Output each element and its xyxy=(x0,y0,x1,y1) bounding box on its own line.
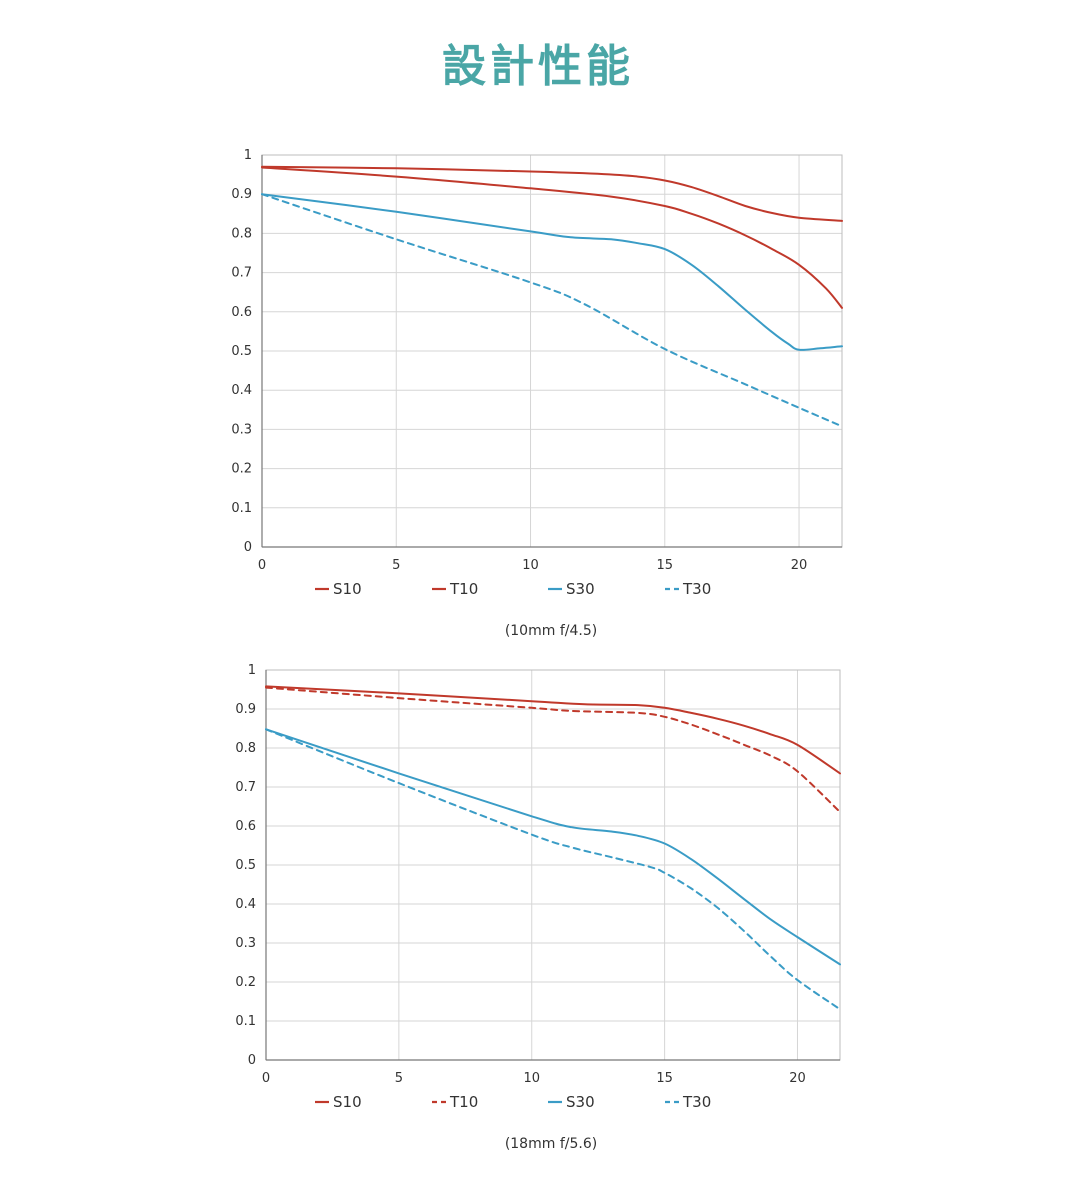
series-line-t30 xyxy=(265,728,841,1011)
x-tick-label: 20 xyxy=(791,558,808,573)
legend-label-s10: S10 xyxy=(333,580,362,598)
x-tick-label: 15 xyxy=(656,1071,673,1086)
y-tick-label: 0.1 xyxy=(231,501,252,516)
y-tick-label: 0 xyxy=(248,1053,256,1068)
chart-caption: (10mm f/4.5) xyxy=(505,623,597,639)
series-line-s10 xyxy=(265,685,841,775)
y-tick-label: 0.3 xyxy=(235,936,256,951)
y-tick-label: 1 xyxy=(244,148,252,163)
y-tick-label: 0.5 xyxy=(235,858,256,873)
x-tick-label: 0 xyxy=(262,1071,270,1086)
legend-label-t30: T30 xyxy=(682,580,711,598)
series-line-s30 xyxy=(261,193,843,351)
y-tick-label: 0.4 xyxy=(235,897,256,912)
x-tick-label: 5 xyxy=(392,558,400,573)
y-tick-label: 0.8 xyxy=(235,741,256,756)
chart-caption: (18mm f/5.6) xyxy=(505,1136,597,1152)
y-tick-label: 0.9 xyxy=(235,702,256,717)
series-line-t10 xyxy=(265,686,841,813)
chart-svg-10mm: 00.10.20.30.40.50.60.70.80.910 5 10 15 20S10… xyxy=(231,148,843,639)
y-tick-label: 0.3 xyxy=(231,422,252,437)
y-tick-label: 0.6 xyxy=(231,305,252,320)
y-tick-label: 0 xyxy=(244,540,252,555)
y-tick-label: 0.7 xyxy=(235,780,256,795)
y-tick-label: 0.1 xyxy=(235,1014,256,1029)
legend-label-t10: T10 xyxy=(449,1093,478,1111)
y-tick-label: 1 xyxy=(248,663,256,678)
series-line-t30 xyxy=(261,193,843,428)
legend-label-s10: S10 xyxy=(333,1093,362,1111)
legend-label-t30: T30 xyxy=(682,1093,711,1111)
x-tick-label: 0 xyxy=(258,558,266,573)
legend-label-t10: T10 xyxy=(449,580,478,598)
series-line-s10 xyxy=(261,165,843,222)
x-tick-label: 15 xyxy=(657,558,674,573)
page-title: 設計性能 xyxy=(442,41,634,92)
legend-label-s30: S30 xyxy=(566,1093,595,1111)
y-tick-label: 0.6 xyxy=(235,819,256,834)
x-tick-label: 10 xyxy=(522,558,539,573)
y-tick-label: 0.7 xyxy=(231,266,252,281)
mtf-chart-10mm: 0 0.1 0.2 0.3 0.4 0.5 0.6 0.7 0.8 0.9 1 0 5 10 15 20 S10… xyxy=(0,140,1076,640)
y-tick-label: 0.8 xyxy=(231,226,252,241)
legend-label-s30: S30 xyxy=(566,580,595,598)
y-tick-label: 0.5 xyxy=(231,344,252,359)
y-tick-label: 0.2 xyxy=(235,975,256,990)
chart-svg-18mm: 00.10.20.30.40.50.60.70.80.910 5 10 15 20S10… xyxy=(235,663,841,1152)
mtf-chart-18mm: 0 0.1 0.2 0.3 0.4 0.5 0.6 0.7 0.8 0.9 1 0 5 10 15 20 S10… xyxy=(0,655,1076,1155)
y-tick-label: 0.9 xyxy=(231,187,252,202)
x-tick-label: 20 xyxy=(789,1071,806,1086)
series-line-t10 xyxy=(261,166,843,309)
y-tick-label: 0.2 xyxy=(231,462,252,477)
x-tick-label: 10 xyxy=(523,1071,540,1086)
x-tick-label: 5 xyxy=(395,1071,403,1086)
y-tick-label: 0.4 xyxy=(231,383,252,398)
series-line-s30 xyxy=(265,728,841,966)
